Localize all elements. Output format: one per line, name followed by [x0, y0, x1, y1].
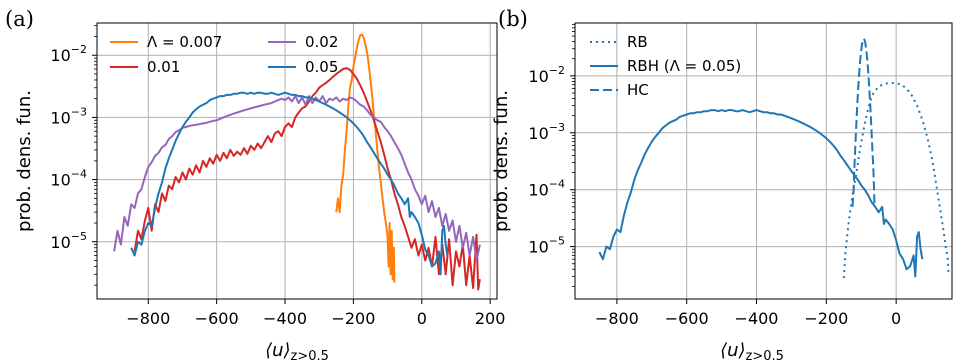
panel-b-label: (b)	[498, 7, 528, 31]
grid	[575, 23, 952, 299]
x-tick-label: −400	[263, 309, 307, 328]
y-tick-label: 10−2	[528, 64, 565, 86]
legend-label: 0.05	[305, 58, 338, 76]
legend: Λ = 0.007 0.01 0.02 0.05	[110, 33, 338, 76]
y-axis-label: prob. dens. fun.	[14, 90, 35, 232]
y-tick-label: 10−2	[50, 43, 87, 65]
legend-label: 0.02	[305, 33, 338, 51]
x-tick-label: −400	[735, 309, 779, 328]
x-tick-label: −600	[195, 309, 239, 328]
legend-item-0-02: 0.02	[268, 33, 338, 51]
y-tick-label: 10−4	[50, 168, 87, 190]
x-tick-label: −200	[331, 309, 375, 328]
y-axis-ticks: 10−5 10−4 10−3 10−2	[50, 25, 97, 286]
series-line-hc	[851, 37, 876, 207]
x-tick-label: 200	[475, 309, 506, 328]
legend-label: HC	[627, 81, 649, 99]
axes-frame	[574, 22, 953, 300]
legend-item-0-007: Λ = 0.007	[110, 33, 222, 51]
series-line-0-01	[133, 67, 481, 291]
grid	[97, 23, 497, 299]
y-tick-label: 10−5	[528, 235, 565, 257]
panel-a: (a) −800 −600 −400 −200 0 200 10−510−410−310−…	[5, 7, 505, 361]
panel-b: (b) −800 −600 −400 −200 0 10−5 10−4 10−3 10−2 p…	[491, 7, 953, 361]
x-axis-ticks: −800 −600 −400 −200 0	[595, 299, 901, 328]
x-axis-ticks: −800 −600 −400 −200 0 200	[126, 299, 505, 328]
y-tick-label: 10−3	[50, 105, 87, 127]
y-axis-label: prob. dens. fun.	[491, 90, 512, 232]
legend: RB RBH (Λ = 0.05) HC	[590, 33, 741, 99]
series-line-rbh-0-05	[598, 109, 924, 278]
x-axis-label: ⟨u⟩z>0.5	[720, 340, 784, 361]
series-line-0-02	[113, 95, 481, 262]
x-axis-label: ⟨u⟩z>0.5	[265, 340, 329, 361]
legend-label: RB	[627, 33, 648, 51]
x-tick-label: −800	[126, 309, 170, 328]
series-line-0-05	[130, 91, 449, 276]
legend-label: 0.01	[147, 58, 180, 76]
y-axis-ticks: 10−5 10−4 10−3 10−2	[528, 24, 575, 287]
x-tick-label: −600	[665, 309, 709, 328]
legend-item-rb: RB	[590, 33, 648, 51]
y-tick-label: 10−5	[50, 230, 87, 252]
x-tick-label: −200	[804, 309, 848, 328]
y-tick-label: 10−4	[528, 178, 565, 200]
legend-label: RBH (Λ = 0.05)	[627, 57, 741, 75]
panel-a-label: (a)	[5, 7, 34, 31]
legend-item-0-05: 0.05	[268, 58, 338, 76]
series-lines	[113, 33, 481, 291]
legend-item-hc: HC	[590, 81, 649, 99]
series-line-rb	[842, 82, 950, 279]
x-tick-label: 0	[891, 309, 901, 328]
legend-item-0-01: 0.01	[110, 58, 180, 76]
x-tick-label: 0	[417, 309, 427, 328]
x-tick-label: −800	[595, 309, 639, 328]
series-line-0-007	[335, 33, 396, 283]
series-lines	[598, 37, 950, 279]
legend-label: Λ = 0.007	[147, 33, 222, 51]
legend-item-rbh-0-05: RBH (Λ = 0.05)	[590, 57, 741, 75]
y-tick-label: 10−3	[528, 121, 565, 143]
